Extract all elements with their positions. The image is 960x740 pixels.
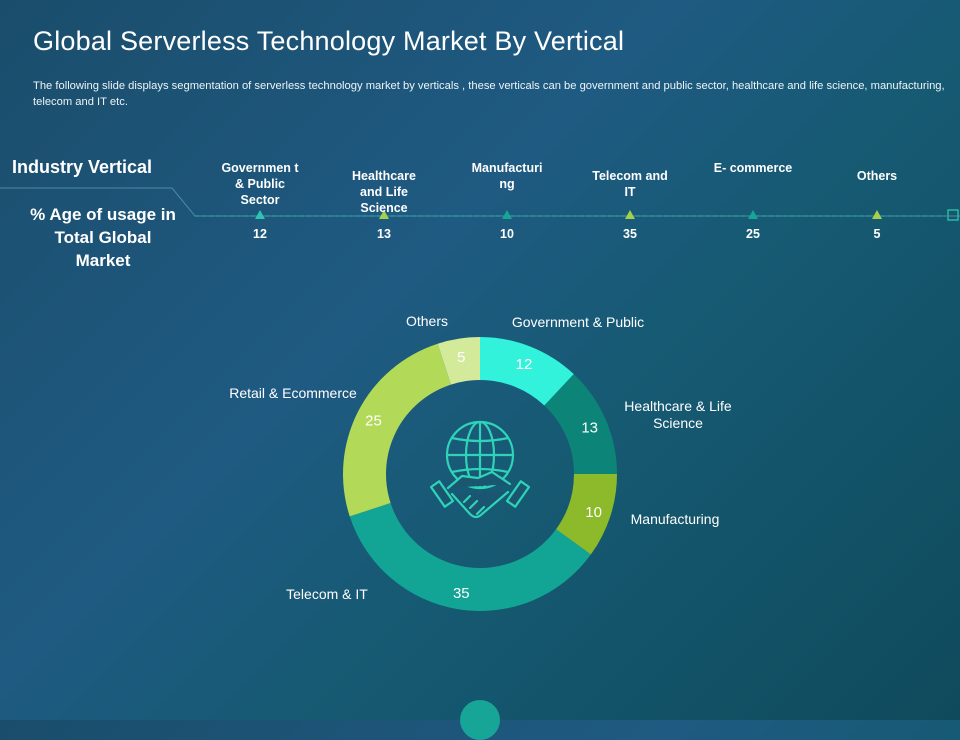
vertical-value: 35 [623, 227, 637, 241]
donut-slice [349, 503, 591, 611]
vertical-name: Healthcare and Life Science [352, 169, 416, 215]
triangle-marker-icon [502, 210, 512, 219]
vertical-column: Manufacturi ng 10 [465, 160, 549, 241]
slide-subtitle: The following slide displays segmentatio… [33, 80, 945, 108]
donut-slice [437, 337, 480, 385]
slice-label-healthcare: Healthcare & Life Science [624, 398, 732, 431]
slice-label-others: Others [405, 313, 448, 329]
slice-label-retail: Retail & Ecommerce [229, 385, 357, 401]
vertical-column: Others 5 [835, 160, 919, 241]
vertical-name: Manufacturi ng [471, 161, 543, 191]
slice-label-manufacturing: Manufacturing [630, 511, 720, 527]
vertical-column: Governmen t & Public Sector 12 [218, 160, 302, 241]
slice-value-label: 10 [585, 504, 602, 521]
donut-chart: 12 13 10 35 25 5 [343, 337, 617, 611]
slide-title: Global Serverless Technology Market By V… [33, 26, 625, 56]
vertical-name: Telecom and IT [592, 169, 668, 199]
donut-value-labels: 12 13 10 35 25 5 [365, 349, 602, 602]
triangle-marker-icon [379, 210, 389, 219]
slice-value-label: 25 [365, 413, 382, 430]
slice-value-label: 12 [516, 356, 533, 373]
slice-value-label: 13 [581, 420, 598, 437]
vertical-column: Healthcare and Life Science 13 [342, 160, 426, 241]
industry-vertical-label: Industry Vertical [12, 157, 153, 177]
vertical-name: Others [856, 169, 898, 183]
decorative-circle [460, 700, 500, 740]
donut-slice [343, 343, 451, 517]
vertical-value: 12 [253, 227, 267, 241]
vertical-name: E- commerce [713, 161, 793, 175]
timeline-connector [0, 187, 960, 221]
slice-value-label: 5 [457, 349, 465, 366]
vertical-name: Governmen t & Public Sector [221, 161, 299, 207]
triangle-marker-icon [748, 210, 758, 219]
donut-slice [556, 474, 617, 555]
globe-handshake-icon [429, 420, 531, 519]
vertical-value: 13 [377, 227, 391, 241]
vertical-column: E- commerce 25 [711, 160, 795, 241]
triangle-marker-icon [255, 210, 265, 219]
usage-percent-label: % Age of usage in Total Global Market [30, 205, 176, 270]
slice-label-government: Government & Public [511, 314, 645, 330]
triangle-marker-icon [872, 210, 882, 219]
donut-slices [343, 337, 617, 611]
triangle-marker-icon [625, 210, 635, 219]
vertical-value: 25 [746, 227, 760, 241]
vertical-column: Telecom and IT 35 [588, 160, 672, 241]
donut-slice [480, 337, 574, 406]
vertical-value: 5 [873, 227, 881, 241]
slice-value-label: 35 [453, 585, 470, 602]
vertical-value: 10 [500, 227, 514, 241]
donut-slice [544, 374, 617, 474]
slice-label-telecom: Telecom & IT [286, 586, 368, 602]
